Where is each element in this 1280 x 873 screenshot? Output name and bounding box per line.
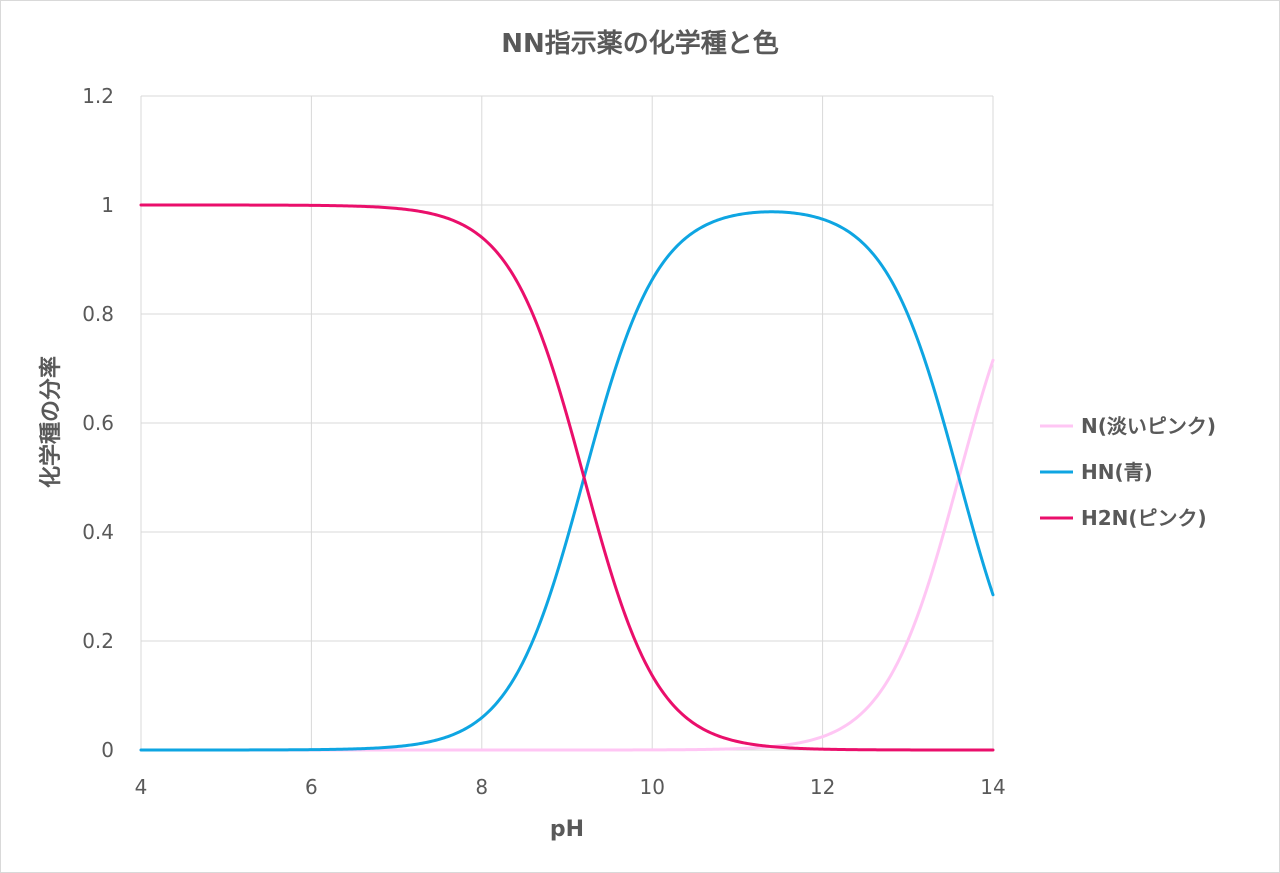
x-tick-label: 4 [135,775,148,799]
y-tick-labels: 0 0.2 0.4 0.6 0.8 1 1.2 [82,84,114,762]
grid [140,95,994,751]
series-line-1 [139,210,995,752]
x-tick-label: 12 [810,775,835,799]
x-tick-label: 14 [980,775,1005,799]
series-lines [139,203,995,752]
y-tick-label: 0.8 [82,302,114,326]
y-tick-label: 1.2 [82,84,114,108]
legend-label-0: N(淡いピンク) [1081,414,1216,438]
x-tick-labels: 4 6 8 10 12 14 [135,775,1006,799]
y-tick-label: 0 [101,738,114,762]
y-tick-label: 1 [101,193,114,217]
x-tick-label: 10 [639,775,664,799]
y-tick-label: 0.4 [82,520,114,544]
legend: N(淡いピンク) HN(青) H2N(ピンク) [1040,414,1216,530]
y-axis-title: 化学種の分率 [38,356,64,488]
x-tick-label: 6 [305,775,318,799]
y-tick-label: 0.6 [82,411,114,435]
series-line-2 [139,203,995,752]
x-axis-title: pH [550,817,584,842]
chart-title: NN指示薬の化学種と色 [501,28,779,59]
y-tick-label: 0.2 [82,629,114,653]
legend-label-1: HN(青) [1081,460,1153,484]
legend-label-2: H2N(ピンク) [1081,506,1207,530]
x-tick-label: 8 [475,775,488,799]
